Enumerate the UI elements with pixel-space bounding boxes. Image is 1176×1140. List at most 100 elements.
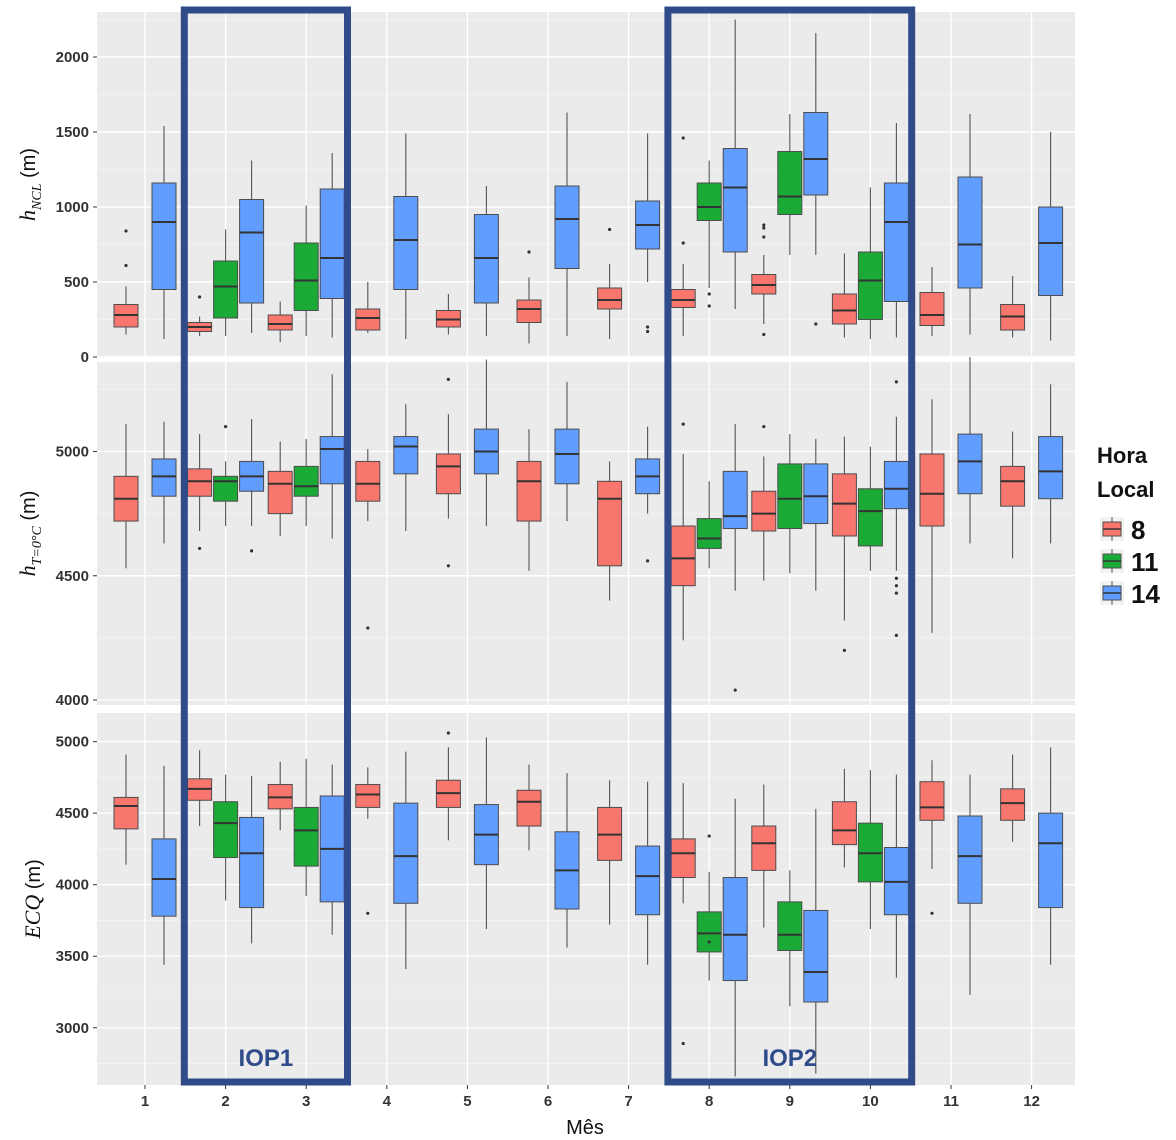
outlier-point: [646, 559, 650, 563]
box-month-5-hour-14: [473, 186, 499, 336]
box-month-1-hour-8: [113, 229, 139, 335]
outlier-point: [446, 731, 450, 735]
x-tick-label: 6: [544, 1093, 552, 1110]
box-iqr: [803, 909, 829, 1003]
box-iqr: [777, 901, 803, 952]
box-iqr: [355, 308, 381, 331]
box-month-8-hour-14: [722, 19, 748, 309]
box-iqr: [393, 196, 419, 290]
highlight-frame-iop2: [664, 6, 916, 1086]
x-tick-label: 1: [141, 1093, 149, 1110]
outlier-point: [250, 549, 254, 553]
box-iqr: [857, 251, 883, 320]
box-iqr: [670, 525, 696, 587]
outlier-point: [681, 241, 685, 245]
box-month-6-hour-14: [554, 381, 580, 522]
box-month-3-hour-14: [319, 153, 345, 338]
box-month-5-hour-8: [435, 731, 461, 841]
box-month-11-hour-8: [919, 399, 945, 633]
y-axis-title-subscript: T=0°C: [30, 526, 45, 566]
box-month-8-hour-11: [696, 834, 722, 981]
box-month-4-hour-8: [355, 767, 381, 915]
box-month-3-hour-8: [267, 441, 293, 536]
box-month-2-hour-14: [239, 160, 265, 333]
outlier-point: [366, 911, 370, 915]
outlier-point: [646, 329, 650, 334]
box-iqr: [267, 470, 293, 515]
outlier-point: [762, 332, 766, 337]
box-month-9-hour-14: [803, 33, 829, 326]
box-month-3-hour-11: [293, 758, 319, 897]
outlier-point: [707, 292, 711, 296]
outlier-point: [762, 425, 766, 429]
box-iqr: [831, 293, 857, 325]
box-iqr: [293, 806, 319, 867]
box-month-7-hour-8: [597, 227, 623, 339]
box-iqr: [213, 260, 239, 319]
outlier-point: [224, 425, 228, 429]
box-month-9-hour-11: [777, 870, 803, 1007]
box-month-4-hour-8: [355, 282, 381, 333]
panel-3: 3000 3500 4000 4500 5000 ECQ (m): [20, 713, 1075, 1085]
y-tick-label: 2000: [56, 49, 89, 66]
x-axis: 1 2 3 4 5 6 7 8 9 10 11 12: [141, 1085, 1040, 1110]
box-month-10-hour-8: [831, 253, 857, 338]
legend-entry-label: 11: [1131, 547, 1159, 577]
box-month-6-hour-14: [554, 773, 580, 948]
box-iqr: [393, 802, 419, 904]
box-month-9-hour-8: [751, 425, 777, 581]
box-iqr: [883, 182, 909, 302]
box-iqr: [919, 453, 945, 527]
x-tick-label: 11: [943, 1093, 959, 1110]
y-tick-label: 4000: [56, 692, 89, 709]
x-tick-label: 12: [1023, 1093, 1040, 1110]
box-month-10-hour-8: [831, 768, 857, 868]
box-iqr: [751, 490, 777, 532]
legend-entry-label: 14: [1131, 579, 1160, 609]
box-iqr: [1038, 812, 1064, 909]
box-month-10-hour-11: [857, 187, 883, 339]
outlier-point: [894, 380, 899, 384]
box-iqr: [597, 480, 623, 567]
box-iqr: [751, 825, 777, 871]
outlier-point: [733, 688, 737, 692]
outlier-point: [707, 834, 711, 838]
box-month-2-hour-11: [213, 774, 239, 901]
box-iqr: [267, 314, 293, 331]
y-tick-label: 4500: [56, 568, 89, 585]
y-axis-title-unit: (m): [23, 859, 45, 895]
box-month-6-hour-14: [554, 112, 580, 336]
x-tick-label: 7: [624, 1093, 632, 1110]
box-iqr: [554, 185, 580, 269]
box-iqr: [722, 470, 748, 530]
y-tick-label: 1000: [56, 199, 89, 216]
box-iqr: [696, 911, 722, 953]
box-iqr: [393, 436, 419, 475]
y-tick-label: 5000: [56, 443, 89, 460]
box-month-1-hour-8: [113, 754, 139, 865]
outlier-point: [446, 377, 450, 381]
box-iqr: [1000, 465, 1026, 507]
box-month-8-hour-11: [696, 481, 722, 569]
box-iqr: [239, 816, 265, 909]
box-iqr: [293, 465, 319, 497]
box-iqr: [1038, 436, 1064, 500]
legend-title-line: Local: [1097, 477, 1154, 502]
y-axis-title: hNCL (m): [15, 148, 45, 221]
y-tick-label: 4000: [56, 877, 89, 894]
box-month-11-hour-14: [957, 114, 983, 335]
box-month-3-hour-8: [267, 761, 293, 831]
box-month-4-hour-8: [355, 448, 381, 630]
box-month-8-hour-11: [696, 160, 722, 308]
box-iqr: [151, 182, 177, 290]
box-month-11-hour-8: [919, 760, 945, 915]
box-iqr: [516, 789, 542, 827]
box-month-12-hour-14: [1038, 132, 1064, 341]
highlight-label-iop2: IOP2: [762, 1045, 817, 1072]
outlier-point: [842, 648, 847, 652]
box-month-4-hour-14: [393, 751, 419, 970]
box-month-3-hour-11: [293, 439, 319, 527]
box-month-2-hour-11: [213, 425, 239, 527]
box-iqr: [151, 838, 177, 917]
